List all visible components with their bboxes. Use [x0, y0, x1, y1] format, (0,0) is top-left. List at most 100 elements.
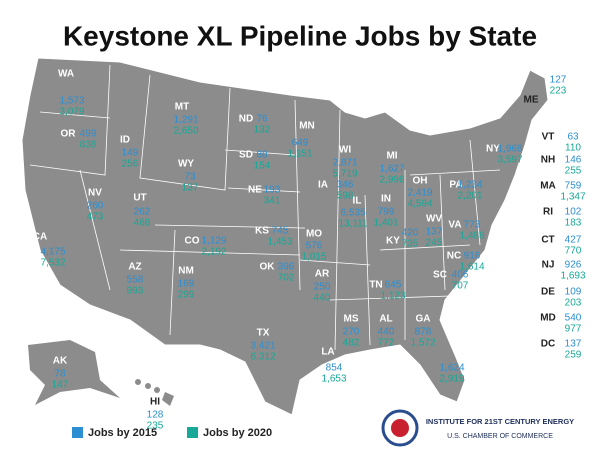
- jobs-2015: 916: [464, 251, 481, 262]
- jobs-2015: 799: [378, 207, 395, 218]
- jobs-2015: 149: [122, 148, 139, 159]
- jobs-2020: 1,488: [459, 231, 484, 242]
- jobs-2015: 346: [337, 180, 354, 191]
- state-abbr: VA: [448, 220, 461, 231]
- state-abbr: UT: [133, 193, 146, 204]
- jobs-2015: 250: [314, 282, 331, 293]
- jobs-2015: 260: [87, 201, 104, 212]
- state-abbr: IA: [318, 180, 328, 191]
- jobs-2020: 2,192: [201, 247, 226, 258]
- state-abbr: ID: [120, 135, 130, 146]
- footer-org-parent: U.S. CHAMBER OF COMMERCE: [447, 433, 553, 440]
- state-abbr: PA: [449, 180, 462, 191]
- state-abbr: AL: [379, 314, 392, 325]
- jobs-2015: 1,968: [497, 144, 522, 155]
- state-abbr: NV: [88, 188, 102, 199]
- state-abbr: HI: [150, 397, 160, 408]
- jobs-2020: 1,347: [560, 192, 585, 203]
- jobs-2020: 183: [565, 218, 582, 229]
- jobs-2015: 76: [256, 114, 268, 125]
- state-abbr: OK: [260, 262, 276, 273]
- jobs-2020: 1,015: [301, 252, 326, 263]
- state-abbr: AZ: [128, 262, 141, 273]
- jobs-2020: 482: [343, 338, 360, 349]
- jobs-2015: 1,627: [379, 164, 404, 175]
- state-abbr: LA: [321, 347, 334, 358]
- state-abbr: NJ: [542, 260, 555, 271]
- jobs-2015: 63: [567, 132, 579, 143]
- jobs-2020: 473: [87, 212, 104, 223]
- legend-swatch: [187, 427, 198, 438]
- jobs-2015: 1,129: [201, 236, 226, 247]
- jobs-2020: 993: [127, 286, 144, 297]
- jobs-2015: 137: [565, 339, 582, 350]
- jobs-2020: 341: [264, 196, 281, 207]
- jobs-2015: 1,624: [439, 363, 464, 374]
- state-abbr: TN: [369, 280, 382, 291]
- state-abbr: KY: [386, 236, 400, 247]
- state-abbr: WY: [178, 159, 194, 170]
- jobs-2015: 2,871: [332, 158, 357, 169]
- state-abbr: ME: [524, 95, 539, 106]
- jobs-2015: 2,419: [407, 188, 432, 199]
- jobs-2020: 1,614: [459, 262, 484, 273]
- jobs-2020: 235: [147, 421, 164, 432]
- jobs-2020: 702: [278, 273, 295, 284]
- state-abbr: DE: [541, 287, 555, 298]
- jobs-2020: 2,650: [173, 126, 198, 137]
- jobs-2020: 440: [314, 293, 331, 304]
- jobs-2020: 6,312: [250, 352, 275, 363]
- jobs-2015: 137: [426, 227, 443, 238]
- jobs-2015: 499: [80, 129, 97, 140]
- jobs-2015: 576: [306, 241, 323, 252]
- jobs-2015: 3,421: [250, 341, 275, 352]
- state-abbr: AR: [315, 269, 330, 280]
- jobs-2015: 102: [565, 207, 582, 218]
- jobs-2015: 4,175: [40, 247, 65, 258]
- jobs-2020: 4,594: [407, 199, 432, 210]
- jobs-2020: 1,693: [560, 271, 585, 282]
- state-abbr: CO: [185, 236, 200, 247]
- state-abbr: MI: [386, 151, 397, 162]
- jobs-2020: 255: [565, 166, 582, 177]
- jobs-2015: 128: [147, 410, 164, 421]
- jobs-2020: 1,572: [410, 338, 435, 349]
- state-abbr: AK: [53, 356, 68, 367]
- state-abbr: NM: [178, 266, 194, 277]
- jobs-2020: 735: [402, 239, 419, 250]
- state-abbr: OH: [413, 176, 428, 187]
- state-abbr: WV: [426, 214, 442, 225]
- logo: [381, 409, 419, 447]
- jobs-2015: 759: [565, 181, 582, 192]
- jobs-2015: 262: [134, 207, 151, 218]
- jobs-2015: 558: [127, 275, 144, 286]
- jobs-2015: 109: [565, 287, 582, 298]
- state-abbr: SD: [239, 150, 253, 161]
- jobs-2015: 406: [452, 270, 469, 281]
- jobs-2020: 598: [337, 191, 354, 202]
- jobs-2015: 73: [184, 172, 196, 183]
- jobs-2015: 88: [256, 150, 268, 161]
- jobs-2020: 468: [134, 218, 151, 229]
- jobs-2020: 223: [550, 86, 567, 97]
- state-abbr: FL: [416, 373, 428, 384]
- jobs-2015: 645: [385, 280, 402, 291]
- title: Keystone XL Pipeline Jobs by State: [63, 20, 537, 51]
- jobs-2015: 878: [415, 327, 432, 338]
- jobs-2015: 926: [565, 260, 582, 271]
- state-abbr: NC: [447, 251, 461, 262]
- state-abbr: GA: [416, 314, 431, 325]
- state-abbr: RI: [543, 207, 553, 218]
- state-abbr: WA: [58, 69, 74, 80]
- jobs-2020: 772: [378, 338, 395, 349]
- state-abbr: MN: [299, 121, 315, 132]
- jobs-2020: 110: [565, 143, 581, 154]
- state-abbr: CA: [33, 232, 47, 243]
- jobs-2020: 1,453: [267, 237, 292, 248]
- jobs-2015: 1,234: [457, 180, 482, 191]
- jobs-2015: 420: [402, 228, 419, 239]
- state-abbr: WI: [339, 145, 351, 156]
- state-abbr: MD: [540, 313, 556, 324]
- jobs-2020: 707: [452, 281, 469, 292]
